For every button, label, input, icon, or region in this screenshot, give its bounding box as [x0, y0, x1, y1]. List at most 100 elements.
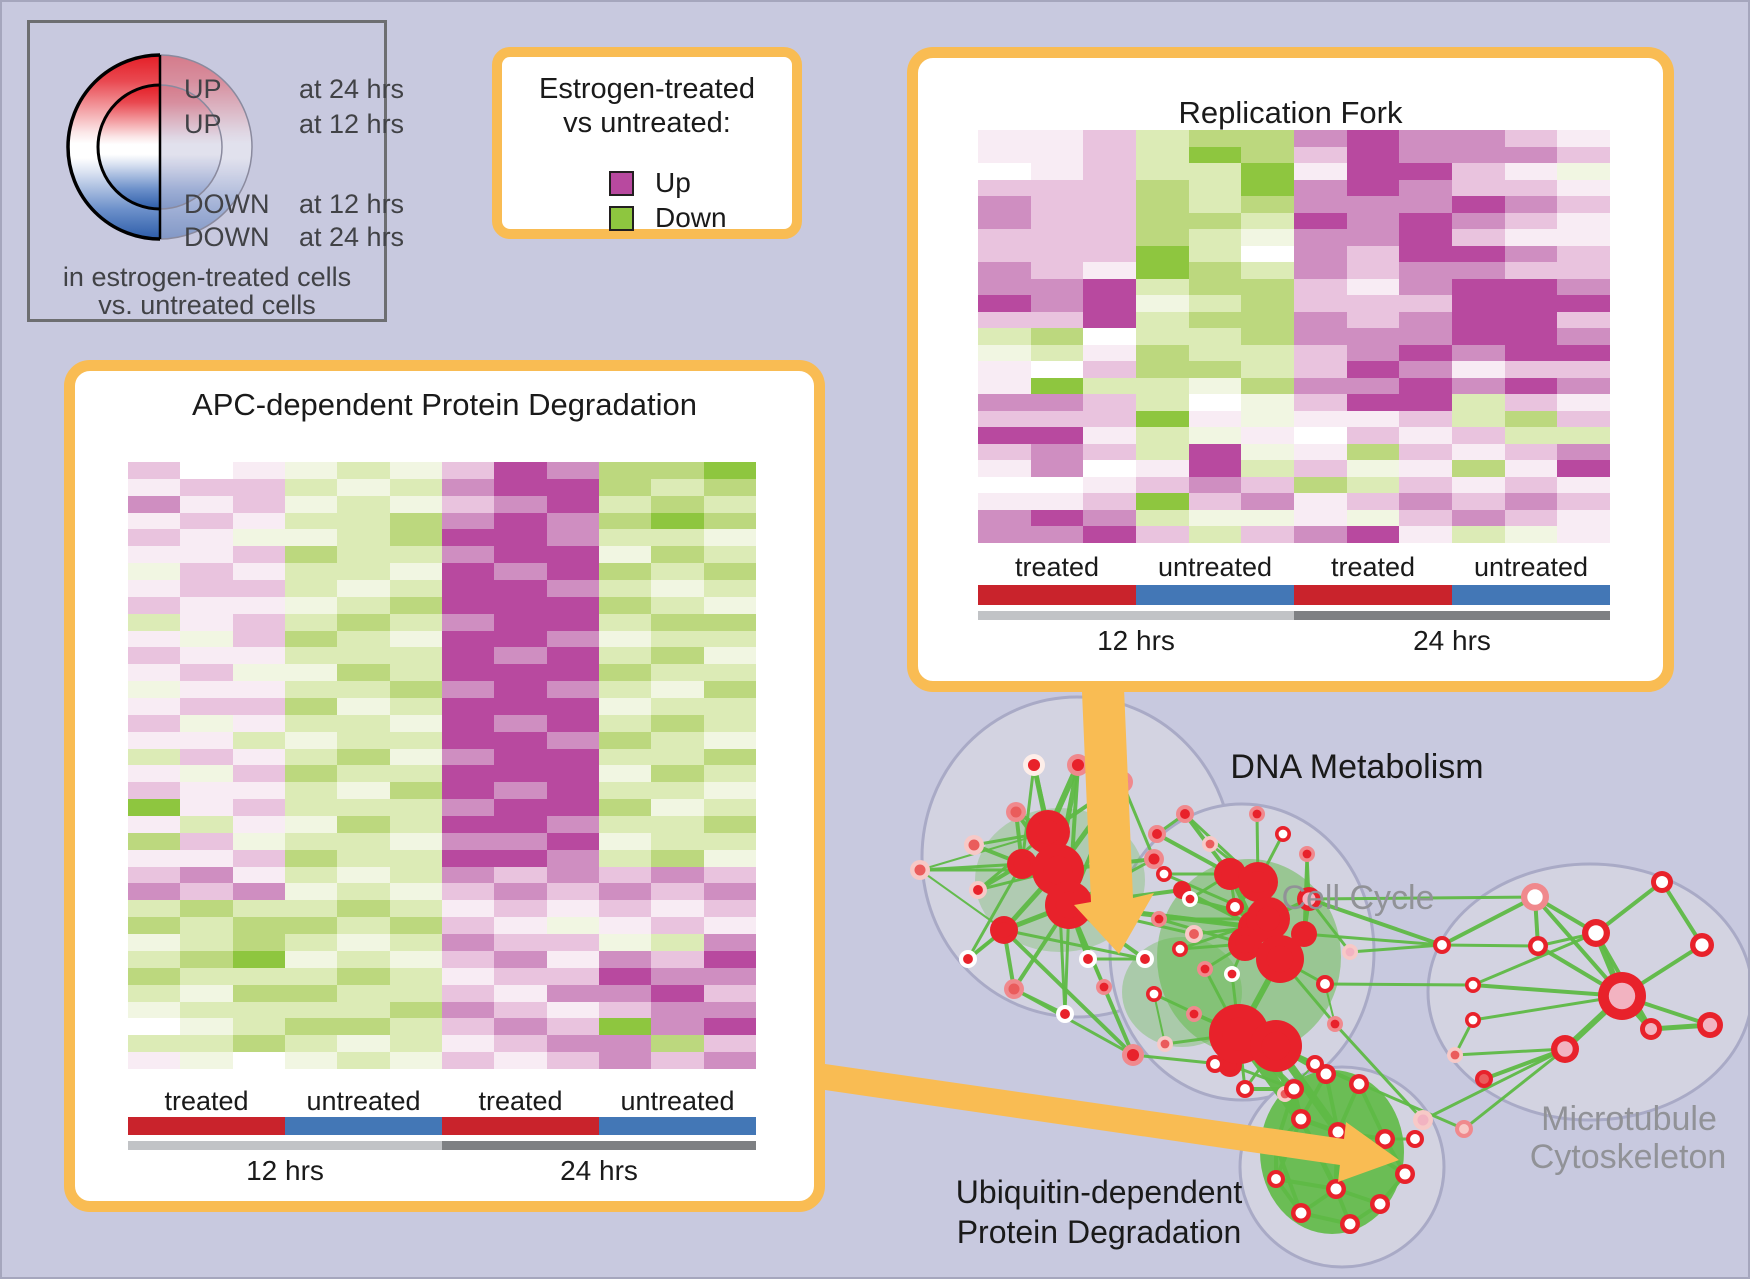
heatmap-cell	[494, 984, 547, 1002]
heatmap-cell	[389, 950, 442, 968]
gene-node-ring	[1256, 935, 1304, 983]
network-edge	[1441, 943, 1539, 948]
heatmap-cell	[703, 681, 756, 699]
heatmap-cell	[284, 934, 338, 951]
gene-node-core	[1468, 1015, 1478, 1025]
network-edge	[1068, 888, 1183, 907]
heatmap-cell	[651, 630, 704, 648]
gene-node-ring	[1148, 825, 1166, 843]
ring-time-12-up: at 12 hrs	[299, 109, 405, 139]
heatmap-cell	[1241, 130, 1294, 147]
heatmap-cell	[978, 295, 1031, 312]
heatmap-cell	[337, 765, 390, 783]
heatmap-cell	[1083, 526, 1136, 543]
heatmap-cell	[1346, 443, 1400, 461]
heatmap-cell	[1083, 229, 1136, 246]
heatmap-cell	[546, 934, 599, 951]
apc-time-labels: 12 hrs 24 hrs	[128, 1155, 756, 1189]
heatmap-cell	[978, 245, 1031, 263]
gene-node-core	[1280, 1089, 1290, 1099]
heatmap-cell	[128, 748, 181, 766]
group-label-untreated: untreated	[1157, 552, 1273, 582]
network-edge	[1274, 1088, 1296, 1146]
network-edge	[1357, 1083, 1387, 1140]
heatmap-cell	[494, 698, 547, 715]
heatmap-cell	[1452, 146, 1505, 164]
heatmap-cell	[389, 462, 442, 479]
heatmap-cell	[337, 630, 390, 648]
network-edge	[1203, 968, 1241, 1035]
heatmap-cell	[598, 765, 652, 783]
heatmap-cell	[337, 1035, 390, 1053]
heatmap-cell	[1294, 377, 1347, 395]
network-edge	[1292, 1088, 1303, 1120]
heatmap-cell	[128, 596, 181, 614]
heatmap-cell	[232, 714, 285, 732]
gene-node-ring	[1067, 754, 1089, 776]
network-edge	[1299, 1073, 1328, 1120]
network-edge	[1181, 888, 1256, 929]
heatmap-cell	[1188, 295, 1242, 312]
heatmap-cell	[978, 196, 1031, 213]
heatmap-cell	[389, 1052, 442, 1069]
heatmap-cell	[1504, 344, 1558, 362]
heatmap-cell	[1188, 212, 1242, 230]
network-edge	[1156, 812, 1186, 836]
heatmap-cell	[1557, 443, 1610, 461]
network-edge	[1054, 868, 1073, 907]
heatmap-cell	[1452, 493, 1505, 510]
heatmap-cell	[598, 917, 652, 935]
heatmap-cell	[1030, 196, 1084, 213]
heatmap-cell	[1083, 196, 1136, 213]
network-edge	[1068, 903, 1125, 912]
group-label-treated: treated	[164, 1086, 249, 1116]
ring-footer-line2: vs. untreated cells	[98, 290, 316, 320]
gene-node-ring	[1406, 1130, 1424, 1148]
gene-node-ring	[1413, 1110, 1433, 1130]
gene-node-ring	[1151, 911, 1167, 927]
network-edge	[1067, 764, 1080, 906]
heatmap-cell	[232, 866, 285, 884]
heatmap-cell	[1294, 394, 1347, 411]
heatmap-cell	[546, 832, 599, 850]
gene-node-core	[1140, 954, 1150, 964]
heatmap-cell	[1241, 476, 1294, 494]
network-edge	[1002, 868, 1060, 932]
heatmap-cell	[978, 526, 1031, 543]
network-edge	[1179, 942, 1246, 951]
network-edge	[1153, 992, 1240, 1036]
heatmap-cell	[1030, 163, 1084, 180]
heatmap-cell	[1294, 410, 1347, 428]
heatmap-cell	[494, 714, 547, 732]
network-edge	[1308, 897, 1443, 947]
heatmap-cell	[284, 883, 338, 901]
heatmap-cell	[598, 698, 652, 715]
heatmap-cell	[1399, 443, 1452, 461]
network-edge	[1274, 1117, 1303, 1147]
network-edge	[1230, 943, 1247, 975]
heatmap-cell	[1452, 344, 1505, 362]
gene-node-core	[1222, 1017, 1256, 1051]
heatmap-cell	[1294, 311, 1347, 329]
network-edge	[1120, 781, 1156, 860]
network-edge	[1183, 812, 1232, 876]
heatmap-cell	[651, 816, 704, 833]
gene-node-ring	[1598, 972, 1646, 1020]
heatmap-cell	[128, 765, 181, 783]
heatmap-cell	[441, 596, 495, 614]
heatmap-cell	[1399, 311, 1452, 329]
gene-node-core	[1479, 1074, 1489, 1084]
heatmap-cell	[546, 799, 599, 817]
gene-node-core	[1152, 829, 1162, 839]
heatmap-cell	[180, 967, 233, 985]
heatmap-cell	[389, 866, 442, 884]
heatmap-cell	[337, 478, 390, 496]
gene-node-ring	[1250, 1020, 1302, 1072]
heatmap-cell	[1452, 179, 1505, 197]
heatmap-cell	[441, 782, 495, 800]
heatmap-cell	[1188, 311, 1242, 329]
heatmap-cell	[494, 495, 547, 513]
heatmap-cell	[1557, 328, 1610, 345]
heatmap-cell	[284, 900, 338, 918]
heatmap-cell	[441, 698, 495, 715]
